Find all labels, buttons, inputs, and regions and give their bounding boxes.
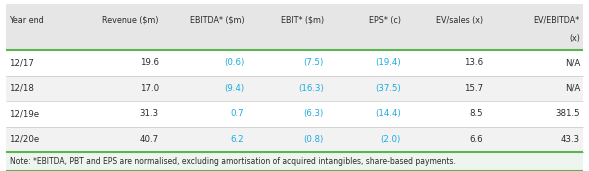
Text: 31.3: 31.3	[140, 109, 159, 118]
Text: (7.5): (7.5)	[303, 58, 324, 67]
Text: EV/sales (x): EV/sales (x)	[436, 16, 483, 25]
Text: EBITDA* ($m): EBITDA* ($m)	[190, 16, 244, 25]
Text: (6.3): (6.3)	[303, 109, 324, 118]
Text: 13.6: 13.6	[464, 58, 483, 67]
Text: EV/EBITDA*: EV/EBITDA*	[534, 16, 580, 25]
Bar	[6, 50, 583, 76]
Text: 40.7: 40.7	[140, 135, 159, 144]
Bar	[6, 4, 583, 50]
Text: (19.4): (19.4)	[375, 58, 401, 67]
Text: (14.4): (14.4)	[375, 109, 401, 118]
Text: 15.7: 15.7	[464, 84, 483, 93]
Text: 381.5: 381.5	[555, 109, 580, 118]
Text: Year end: Year end	[9, 16, 44, 25]
Text: (0.6): (0.6)	[224, 58, 244, 67]
Text: 6.2: 6.2	[230, 135, 244, 144]
Text: 12/18: 12/18	[9, 84, 34, 93]
Text: (2.0): (2.0)	[380, 135, 401, 144]
Text: 0.7: 0.7	[230, 109, 244, 118]
Text: (9.4): (9.4)	[224, 84, 244, 93]
Bar	[6, 76, 583, 101]
Text: EPS* (c): EPS* (c)	[369, 16, 401, 25]
Text: 19.6: 19.6	[140, 58, 159, 67]
Text: N/A: N/A	[565, 58, 580, 67]
Text: 43.3: 43.3	[561, 135, 580, 144]
Bar	[6, 152, 583, 171]
Text: Revenue ($m): Revenue ($m)	[102, 16, 159, 25]
Text: 12/19e: 12/19e	[9, 109, 39, 118]
Text: 12/17: 12/17	[9, 58, 34, 67]
Text: (x): (x)	[569, 34, 580, 43]
Text: 12/20e: 12/20e	[9, 135, 39, 144]
Text: Note: *EBITDA, PBT and EPS are normalised, excluding amortisation of acquired in: Note: *EBITDA, PBT and EPS are normalise…	[10, 157, 456, 166]
Text: N/A: N/A	[565, 84, 580, 93]
Bar	[6, 101, 583, 127]
Text: (37.5): (37.5)	[375, 84, 401, 93]
Text: 6.6: 6.6	[469, 135, 483, 144]
Text: 8.5: 8.5	[469, 109, 483, 118]
Text: (16.3): (16.3)	[298, 84, 324, 93]
Text: (0.8): (0.8)	[303, 135, 324, 144]
Bar	[6, 127, 583, 152]
Text: EBIT* ($m): EBIT* ($m)	[281, 16, 324, 25]
Text: 17.0: 17.0	[140, 84, 159, 93]
